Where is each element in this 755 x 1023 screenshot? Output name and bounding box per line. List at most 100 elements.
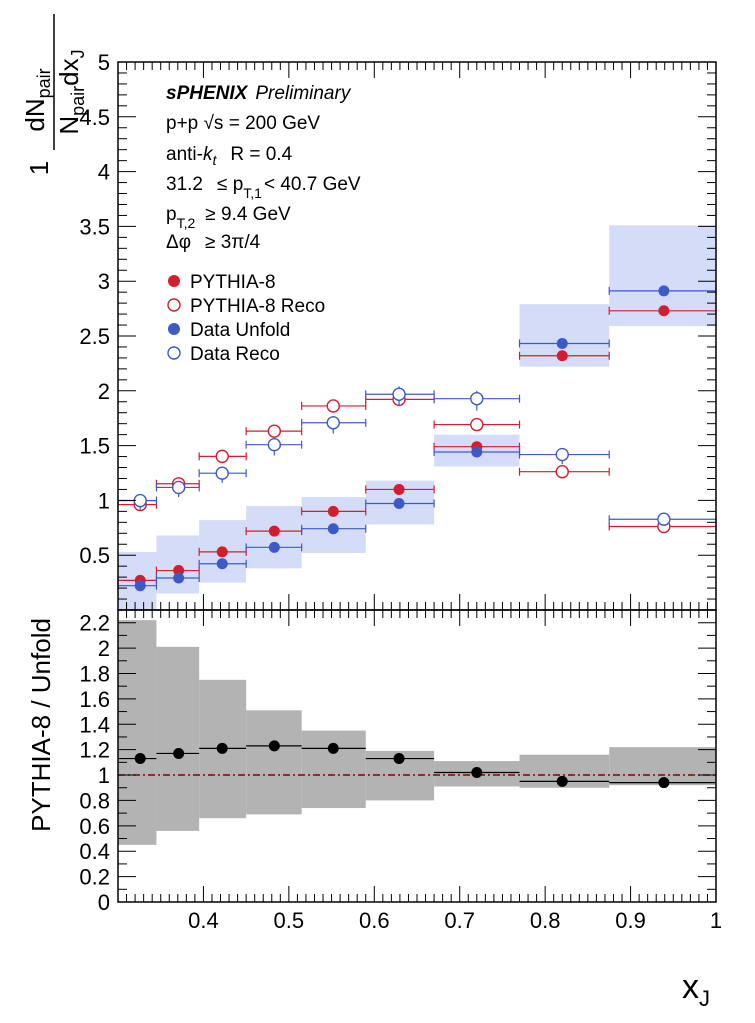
data-reco-point-8 [657, 512, 671, 526]
ratio-point-3 [268, 740, 280, 752]
ratio-point-0 [134, 753, 146, 765]
legend-marker-data-unfold [168, 323, 180, 335]
collision-label: p+p √s = 200 GeV [166, 113, 320, 134]
subleading-pt-label: pT,2 ≥ 9.4 GeV [166, 204, 291, 231]
y-title-den-sub: pair [68, 86, 88, 116]
subleading-p: p [166, 204, 177, 225]
ratio-panel-frame [117, 609, 717, 903]
top-y-tick-labels: 0.5 1 1.5 2 2.5 3 3.5 4 4.5 5 [79, 50, 110, 568]
ratio-ytick-label: 0.2 [79, 865, 110, 890]
legend-entry-pythia: PYTHIA-8 [168, 272, 276, 293]
ratio-point-1 [173, 747, 185, 759]
ratio-y-tick-labels: 00.20.40.60.811.21.41.61.822.2 [79, 611, 110, 915]
top-ytick-label: 3 [98, 269, 110, 294]
y-title-denominator: NpairdxJ [54, 49, 88, 134]
ratio-y-axis-title: PYTHIA-8 / Unfold [26, 618, 56, 832]
legend-marker-pythia [168, 275, 180, 287]
legend-entry-data-unfold: Data Unfold [168, 320, 290, 341]
ratio-ytick-label: 1.2 [79, 738, 110, 763]
y-title-den2-sub: J [68, 49, 88, 58]
top-ytick-label: 4 [98, 160, 110, 185]
ratio-band-3 [246, 710, 302, 815]
ratio-ytick-label: 1.6 [79, 687, 110, 712]
experiment-name: sPHENIX [166, 83, 249, 104]
x-tick-label: 0.5 [274, 908, 305, 933]
pythia-8-reco-point-2 [215, 449, 229, 464]
top-ytick-label: 1.5 [79, 434, 110, 459]
ratio-ytick-label: 2.2 [79, 611, 110, 636]
ratio-band-4 [301, 730, 366, 809]
ratio-point-4 [327, 742, 339, 754]
leading-pt-symbol: ≤ p [217, 174, 243, 195]
data-unfold-point-2 [216, 558, 228, 570]
leading-pt-max: < 40.7 GeV [264, 174, 361, 195]
legend-entry-pythia-reco: PYTHIA-8 Reco [167, 296, 325, 317]
ratio-ytick-label: 0.4 [79, 839, 110, 864]
legend-label-pythia-reco: PYTHIA-8 Reco [190, 296, 325, 317]
ratio-point-2 [216, 742, 228, 754]
data-unfold-point-1 [173, 572, 185, 584]
jet-algo-label: anti-kt R = 0.4 [166, 144, 293, 168]
top-ytick-label: 3.5 [79, 214, 110, 239]
y-title-numerator: dNpair [20, 68, 54, 131]
ratio-ytick-label: 0 [98, 890, 110, 915]
subleading-value: ≥ 9.4 GeV [205, 204, 291, 225]
x-tick-label: 0.7 [444, 908, 475, 933]
x-tick-labels: 0.4 0.5 0.6 0.7 0.8 0.9 1 [188, 908, 722, 933]
ratio-ytick-label: 2 [98, 636, 110, 661]
ratio-markers [118, 740, 716, 789]
legend-label-data-reco: Data Reco [190, 344, 280, 365]
y-title-num-sub: pair [34, 68, 54, 98]
dphi-symbol: Δφ [166, 232, 191, 253]
jet-algo-k: k [203, 144, 214, 165]
pythia-8-point-8 [658, 305, 670, 317]
data-reco-point-5 [392, 387, 406, 401]
ratio-syst-bands [118, 620, 716, 845]
x-axis-title: xJ [682, 968, 710, 1011]
x-tick-label: 0.6 [359, 908, 390, 933]
leading-pt-label: 31.2 ≤ pT,1 < 40.7 GeV [166, 174, 361, 201]
top-ytick-label: 5 [98, 50, 110, 75]
top-ytick-label: 0.5 [79, 543, 110, 568]
data-unfold-point-5 [393, 497, 405, 509]
pythia-8-point-7 [556, 350, 568, 362]
x-tick-label: 0.8 [530, 908, 561, 933]
legend-marker-pythia-reco [167, 298, 181, 312]
ratio-point-8 [658, 777, 670, 789]
ratio-point-5 [393, 753, 405, 765]
pythia-8-reco-point-6 [470, 417, 484, 432]
pythia-8-point-4 [327, 505, 339, 517]
top-ytick-label: 2 [98, 379, 110, 404]
legend-entry-data-reco: Data Reco [167, 344, 280, 365]
y-title-den2: dx [54, 58, 84, 85]
ratio-band-0 [118, 620, 157, 845]
leading-pt-sub: T,1 [243, 185, 262, 201]
leading-pt-min: 31.2 [166, 174, 203, 195]
legend-label-data-unfold: Data Unfold [190, 320, 290, 341]
legend-label-pythia: PYTHIA-8 [190, 272, 276, 293]
data-unfold-point-8 [658, 285, 670, 297]
data-reco-point-6 [470, 391, 484, 406]
ratio-ytick-label: 1.8 [79, 661, 110, 686]
legend-marker-data-reco [167, 346, 181, 360]
ratio-ytick-label: 0.6 [79, 814, 110, 839]
pythia-8-reco-point-4 [326, 399, 340, 413]
legend: PYTHIA-8 PYTHIA-8 Reco Data Unfold Data … [167, 272, 325, 365]
x-title-sub: J [699, 986, 710, 1011]
syst-band-1 [156, 535, 200, 594]
x-title-main: x [682, 968, 699, 1006]
data-unfold-point-6 [471, 446, 483, 458]
dphi-label: Δφ ≥ 3π/4 [166, 232, 261, 253]
ratio-ytick-label: 0.8 [79, 788, 110, 813]
experiment-label: sPHENIX Preliminary [166, 83, 352, 104]
top-ytick-label: 4.5 [79, 105, 110, 130]
data-unfold-point-3 [268, 541, 280, 553]
top-ytick-label: 1 [98, 488, 110, 513]
dphi-value: ≥ 3π/4 [205, 232, 261, 253]
x-tick-label: 1 [710, 908, 722, 933]
data-reco-point-7 [555, 447, 569, 462]
top-panel-frame [117, 61, 717, 611]
data-unfold-point-4 [327, 523, 339, 535]
data-reco-point-0 [133, 493, 147, 508]
